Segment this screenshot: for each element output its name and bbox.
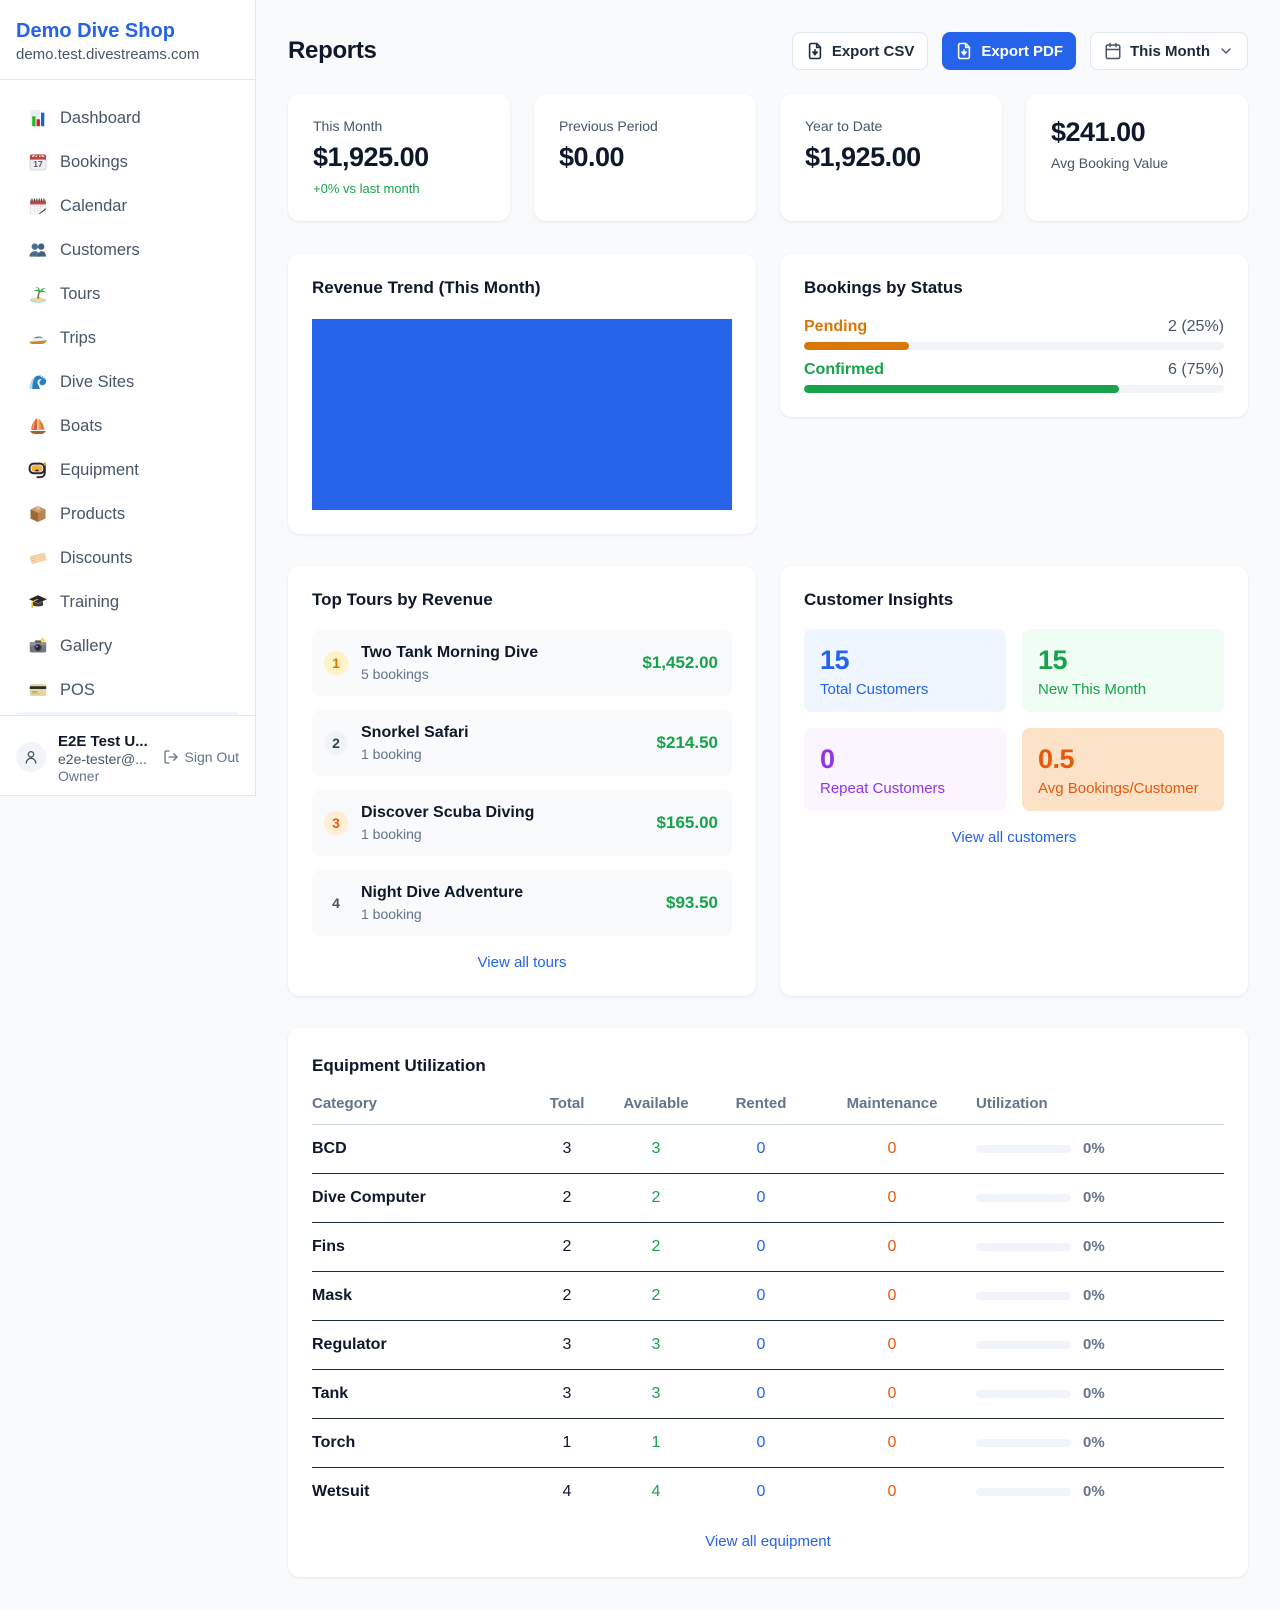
svg-text:17: 17	[33, 159, 43, 169]
